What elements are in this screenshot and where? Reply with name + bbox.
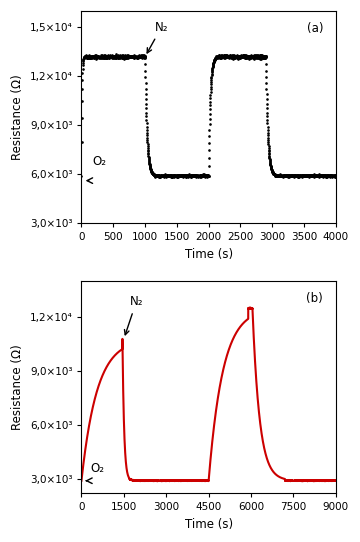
Text: N₂: N₂ (125, 295, 143, 335)
Text: N₂: N₂ (147, 21, 168, 53)
Y-axis label: Resistance (Ω): Resistance (Ω) (11, 74, 24, 160)
Text: (a): (a) (307, 22, 323, 35)
Text: O₂: O₂ (92, 154, 106, 167)
Text: (b): (b) (306, 292, 323, 305)
X-axis label: Time (s): Time (s) (185, 248, 233, 261)
Text: O₂: O₂ (90, 462, 104, 475)
X-axis label: Time (s): Time (s) (185, 518, 233, 531)
Y-axis label: Resistance (Ω): Resistance (Ω) (11, 345, 24, 430)
